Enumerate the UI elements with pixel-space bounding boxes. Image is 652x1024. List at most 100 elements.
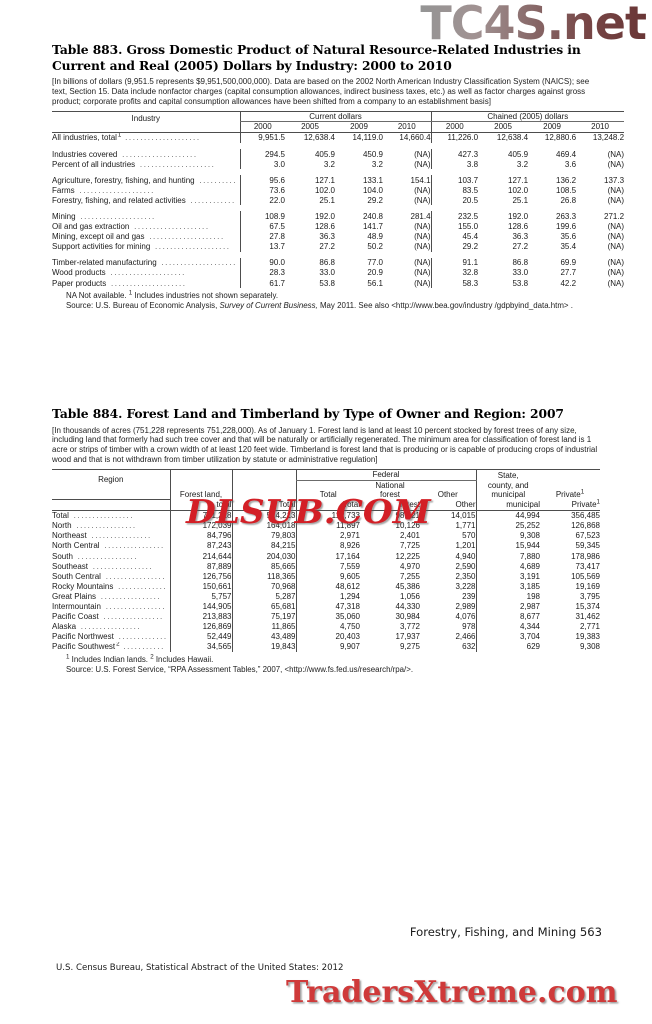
leader-dots: .................... bbox=[157, 258, 237, 268]
table-cell: 27.8 bbox=[239, 231, 285, 242]
row-label-text: Total bbox=[52, 511, 70, 521]
table-cell: 9,275 bbox=[399, 642, 420, 652]
row-label-text: North bbox=[52, 521, 73, 531]
column-group-chained-dollars: Chained (2005) dollars bbox=[430, 110, 625, 123]
unit-private-label: Private bbox=[571, 500, 597, 510]
column-header-state-county-municipal: State, county, and municipal bbox=[475, 469, 540, 500]
unit-row-stub bbox=[52, 499, 170, 511]
footnote-1-text: Includes industries not shown separately… bbox=[134, 291, 279, 301]
footnote-2-text: Includes Hawaii. bbox=[155, 654, 214, 664]
column-header-cur-2005: 2005 bbox=[285, 121, 335, 133]
table-row: South Central ................ 126,756 118… bbox=[52, 571, 600, 582]
page-section-footer: Forestry, Fishing, and Mining 563 bbox=[409, 925, 602, 939]
table-cell: 4,076 bbox=[455, 612, 476, 622]
table-cell: 3,228 bbox=[455, 581, 476, 591]
private-footnote-marker: 1 bbox=[580, 488, 585, 496]
row-label: North ................ bbox=[52, 521, 170, 531]
column-header-industry: Industry bbox=[52, 110, 240, 133]
row-label-text: Support activities for mining bbox=[52, 242, 152, 252]
table-cell: 27.2 bbox=[512, 242, 529, 252]
table-cell: 9,951.5 bbox=[239, 132, 285, 143]
table-row: Farms .................... 73.6 102.0 104.0… bbox=[52, 185, 625, 196]
unit-federal-other: Other bbox=[420, 499, 476, 511]
table-cell: 128.6 bbox=[314, 222, 335, 232]
table-cell: (NA) bbox=[607, 159, 625, 169]
table-883-title: Table 883. Gross Domestic Product of Nat… bbox=[52, 42, 581, 73]
row-label-text: Forestry, fishing, and related activitie… bbox=[52, 195, 187, 205]
table-cell: 13.7 bbox=[239, 241, 285, 252]
table-cell: (NA) bbox=[607, 232, 625, 242]
row-label: South ................ bbox=[52, 551, 170, 561]
table-884-source: Source: U.S. Forest Service, “RPA Assess… bbox=[66, 665, 414, 675]
row-label: Oil and gas extraction .................… bbox=[52, 222, 240, 232]
leader-dots: ................ bbox=[73, 551, 139, 561]
table-cell: 239 bbox=[462, 591, 476, 601]
table-row: Intermountain ................ 144,905 65,… bbox=[52, 601, 600, 612]
table-cell: 70,968 bbox=[231, 581, 296, 592]
row-label: Pacific Southwest2 ........... bbox=[52, 642, 170, 652]
table-cell: 4,970 bbox=[399, 561, 420, 571]
source-prefix: Source: U.S. Bureau of Economic Analysis… bbox=[66, 301, 218, 311]
row-label-text: Pacific Coast bbox=[52, 612, 100, 622]
table-884-head: Region Forest land, Federal State, count… bbox=[52, 469, 600, 511]
table-cell: 405.9 bbox=[508, 149, 529, 159]
column-header-cur-2010: 2010 bbox=[383, 121, 432, 133]
table-cell: (NA) bbox=[607, 185, 625, 195]
table-cell: (NA) bbox=[414, 159, 431, 169]
table-884-title: Table 884. Forest Land and Timberland by… bbox=[52, 406, 564, 421]
row-label: Farms .................... bbox=[52, 185, 240, 195]
table-cell: 2,987 bbox=[475, 601, 540, 612]
table-cell: 192.0 bbox=[314, 211, 335, 221]
table-cell: 22.0 bbox=[239, 195, 285, 206]
table-cell: 178,986 bbox=[571, 551, 600, 561]
table-row: Total ................ 751,228 514,213 112,… bbox=[52, 510, 600, 521]
table-cell: 59,345 bbox=[575, 541, 600, 551]
column-header-ch-2005: 2005 bbox=[478, 121, 529, 133]
table-row: Industries covered .................... 2… bbox=[52, 149, 624, 160]
table-cell: 45,386 bbox=[395, 581, 420, 591]
row-footnote-marker: 1 bbox=[117, 133, 122, 139]
table-cell: 4,750 bbox=[295, 621, 360, 632]
column-header-cur-2009: 2009 bbox=[335, 121, 383, 133]
state-line-3: municipal bbox=[491, 490, 526, 500]
table-cell: 91.1 bbox=[430, 257, 479, 268]
table-cell: 20,403 bbox=[295, 631, 360, 642]
table-cell: 102.0 bbox=[508, 185, 529, 195]
footnote-na-text: NA Not available. bbox=[66, 291, 127, 301]
table-cell: 103.7 bbox=[430, 175, 479, 186]
table-cell: 978 bbox=[462, 622, 476, 632]
table-cell: 25.1 bbox=[512, 195, 529, 205]
leader-dots: ................ bbox=[99, 612, 164, 622]
row-label-text: All industries, total bbox=[52, 133, 118, 143]
leader-dots: .................... bbox=[75, 185, 155, 195]
row-label-text: Southeast bbox=[52, 561, 90, 571]
table-cell: 2,401 bbox=[399, 531, 420, 541]
table-cell: 85,665 bbox=[231, 561, 296, 572]
row-label-text: South bbox=[52, 551, 74, 561]
table-883-group-header-row: Industry Current dollars Chained (2005) … bbox=[52, 110, 625, 133]
leader-dots: ................ bbox=[101, 601, 167, 611]
table-cell: (NA) bbox=[607, 258, 625, 268]
table-cell: 126,756 bbox=[169, 571, 232, 582]
forest-land-label: Forest land, bbox=[179, 489, 223, 499]
unit-national-forest: forest bbox=[360, 499, 420, 511]
row-label-text: Farms bbox=[52, 185, 76, 195]
table-cell: 118,365 bbox=[231, 571, 296, 582]
table-cell: (NA) bbox=[414, 195, 431, 205]
row-label: Industries covered .................... bbox=[52, 149, 240, 159]
table-cell: 4,940 bbox=[455, 551, 476, 561]
table-cell: 13,248.2 bbox=[592, 133, 625, 143]
table-cell: 28.3 bbox=[239, 267, 285, 279]
row-label-text: Intermountain bbox=[52, 601, 102, 611]
table-883-source: Source: U.S. Bureau of Economic Analysis… bbox=[52, 301, 600, 311]
row-label: Northeast ................ bbox=[52, 531, 170, 541]
table-cell: 27.7 bbox=[560, 268, 577, 278]
table-cell: 31,462 bbox=[575, 612, 600, 622]
table-cell: 47,318 bbox=[295, 601, 360, 612]
row-label: Total ................ bbox=[52, 510, 170, 521]
table-cell: (NA) bbox=[414, 258, 431, 268]
table-cell: 9,907 bbox=[295, 641, 360, 652]
table-cell: 3.8 bbox=[430, 159, 479, 170]
table-cell: 172,039 bbox=[169, 520, 232, 531]
table-cell: 95.6 bbox=[239, 175, 285, 186]
